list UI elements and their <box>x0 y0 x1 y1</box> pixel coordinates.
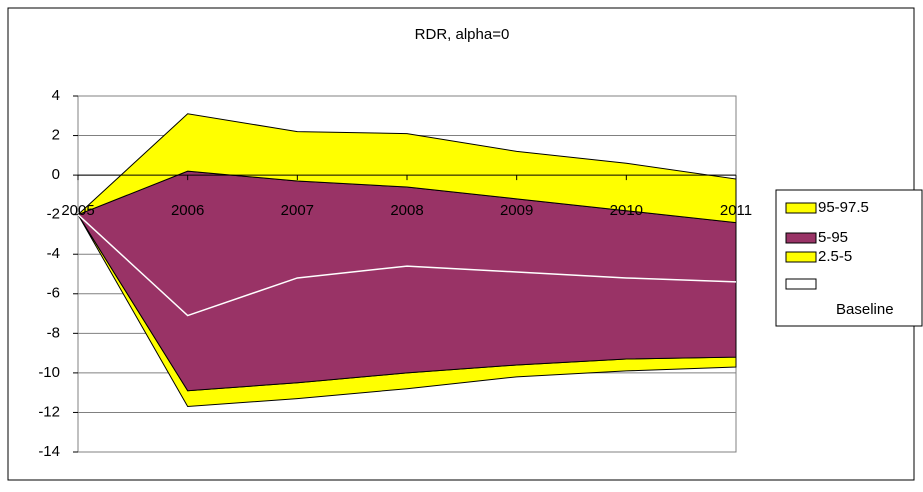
x-tick-label: 2009 <box>500 202 533 219</box>
legend-swatch <box>785 278 817 290</box>
x-tick-label: 2010 <box>610 202 643 219</box>
legend-swatch <box>785 251 817 263</box>
y-tick-label: -14 <box>38 443 60 460</box>
x-tick-label: 2006 <box>171 202 204 219</box>
y-tick-label: 0 <box>52 166 60 183</box>
x-tick-label: 2005 <box>61 202 94 219</box>
y-tick-label: -6 <box>47 285 60 302</box>
baseline-line <box>77 214 737 317</box>
y-tick-label: -2 <box>47 206 60 223</box>
y-tick-label: -4 <box>47 245 60 262</box>
y-tick-label: 2 <box>52 127 60 144</box>
y-tick-label: -12 <box>38 403 60 420</box>
y-tick-label: -8 <box>47 324 60 341</box>
legend-swatch <box>785 202 817 214</box>
legend-swatch <box>785 232 817 244</box>
y-tick-label: 4 <box>52 87 60 104</box>
legend-entries: 95-97.5 5-95 2.5-5 Baseline <box>785 199 894 318</box>
x-tick-label: 2011 <box>720 202 752 219</box>
legend-label: 95-97.5 <box>818 199 869 216</box>
y-tick-label: -10 <box>38 364 60 381</box>
legend-label: 5-95 <box>818 229 848 246</box>
x-tick-label: 2008 <box>390 202 423 219</box>
chart-title: RDR, alpha=0 <box>415 26 510 43</box>
legend-label: Baseline <box>836 301 894 318</box>
area-band <box>77 113 737 224</box>
plot-area: -14 -12 -10 -8 -6 -4 -2 0 2 4 2005 2006 2007 2008 2009… <box>38 87 752 460</box>
x-tick-label: 2007 <box>281 202 314 219</box>
legend-label: 2.5-5 <box>818 248 852 265</box>
